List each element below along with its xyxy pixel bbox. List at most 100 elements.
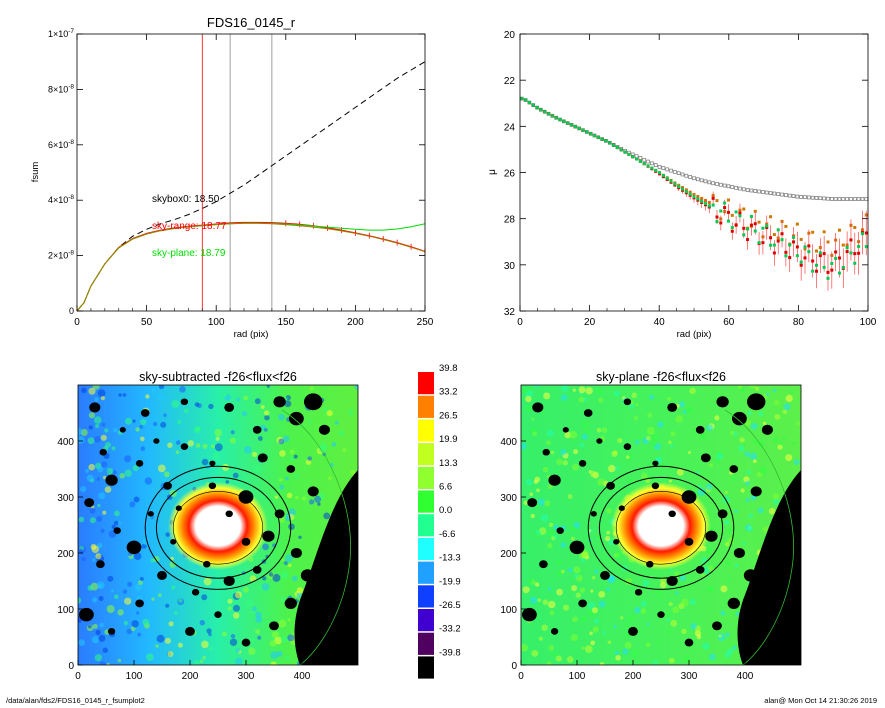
mu-point (734, 185, 738, 190)
fsum-title: FDS16_0145_r (207, 15, 296, 30)
mu-point (535, 106, 539, 110)
colorbar-label: 6.6 (439, 482, 452, 493)
mu-point (841, 266, 845, 270)
masked-source (209, 460, 216, 467)
mu-point (638, 156, 643, 160)
y-tick-label: 22 (504, 76, 516, 87)
mu-point (581, 128, 585, 132)
masked-source (613, 539, 620, 545)
masked-source (606, 481, 615, 490)
mu-point (841, 197, 846, 201)
mu-point (669, 168, 673, 173)
mu-point (853, 226, 857, 230)
mu-point (715, 215, 719, 219)
mu-point (615, 146, 619, 150)
colorbar-swatch-2 (418, 419, 434, 442)
mu-point (807, 250, 811, 254)
mu-point (818, 254, 822, 258)
masked-source (578, 599, 587, 608)
mu-point (570, 123, 574, 127)
x-tick-label: 0 (75, 671, 81, 682)
x-tick-label: 80 (793, 317, 805, 328)
masked-source (203, 560, 211, 568)
masked-source (542, 448, 550, 456)
colorbar-swatch-5 (418, 490, 434, 513)
mu-point (795, 254, 799, 258)
masked-source (214, 611, 222, 618)
masked-source (224, 402, 235, 412)
mu-point (623, 150, 627, 154)
mu-point (681, 187, 685, 191)
mu-point (692, 195, 696, 199)
mu-point (657, 164, 662, 169)
colorbar-swatch-4 (418, 466, 434, 489)
x-tick-label: 100 (860, 317, 877, 328)
mu-point (753, 229, 757, 233)
mu-point (646, 159, 650, 164)
mu-point (592, 134, 596, 138)
mu-point (822, 230, 826, 234)
mu-point (703, 202, 707, 206)
mu-point (715, 220, 719, 224)
mu-point (600, 137, 604, 141)
mu-point (753, 189, 758, 193)
masked-source (727, 597, 740, 610)
masked-source (105, 474, 118, 486)
masked-source (761, 424, 773, 435)
mu-point (803, 245, 807, 249)
y-tick-label: 0 (511, 661, 517, 672)
mu-point (768, 191, 773, 195)
mu-point (792, 235, 796, 239)
mu-point (833, 197, 838, 201)
isophote-ellipse-0 (144, 465, 292, 590)
mu-point (722, 183, 727, 188)
y-tick-label: 4×10-8 (48, 194, 74, 205)
x-tick-label: 200 (182, 671, 199, 682)
mu-point (738, 186, 742, 191)
mu-point (818, 251, 822, 255)
mu-point (669, 179, 673, 183)
mu-point (837, 256, 841, 260)
colorbar-swatch-0 (418, 372, 434, 395)
mu-point (680, 172, 685, 177)
mu-point (696, 197, 700, 201)
mu-point (665, 176, 669, 180)
x-tick-label: 400 (294, 671, 311, 682)
mu-point (719, 221, 723, 225)
masked-source (562, 427, 569, 433)
colorbar-label: 33.2 (439, 387, 458, 398)
mu-point (841, 243, 845, 247)
mu-point (676, 171, 681, 176)
masked-source (684, 537, 694, 546)
y-tick-label: 8×10-8 (48, 83, 74, 94)
mu-point (761, 190, 765, 194)
masked-source (303, 393, 323, 411)
mu-point (661, 174, 665, 178)
y-tick-label: 26 (504, 169, 516, 180)
masked-source (651, 482, 660, 490)
galaxy-core (611, 482, 711, 570)
mu-point (772, 233, 776, 237)
masked-source (185, 626, 195, 636)
mu-point (776, 239, 780, 243)
masked-source (732, 411, 747, 426)
masked-source (307, 486, 319, 497)
mu-point (803, 195, 807, 200)
mu-point (799, 195, 804, 199)
mu-point (524, 98, 528, 102)
fsum-plot-frame (76, 33, 426, 312)
colorbar-swatch-1 (418, 395, 434, 418)
masked-source (262, 530, 275, 542)
y-tick-label: 20 (504, 30, 516, 41)
masked-source (527, 498, 538, 508)
mu-point (726, 219, 730, 223)
masked-source (290, 547, 302, 559)
fsum-xlabel: rad (pix) (234, 329, 269, 340)
masked-source (175, 505, 182, 512)
masked-source (238, 490, 254, 504)
masked-source (180, 398, 189, 406)
mu-point (585, 130, 589, 134)
mu-point (826, 196, 830, 201)
masked-source (596, 438, 603, 444)
